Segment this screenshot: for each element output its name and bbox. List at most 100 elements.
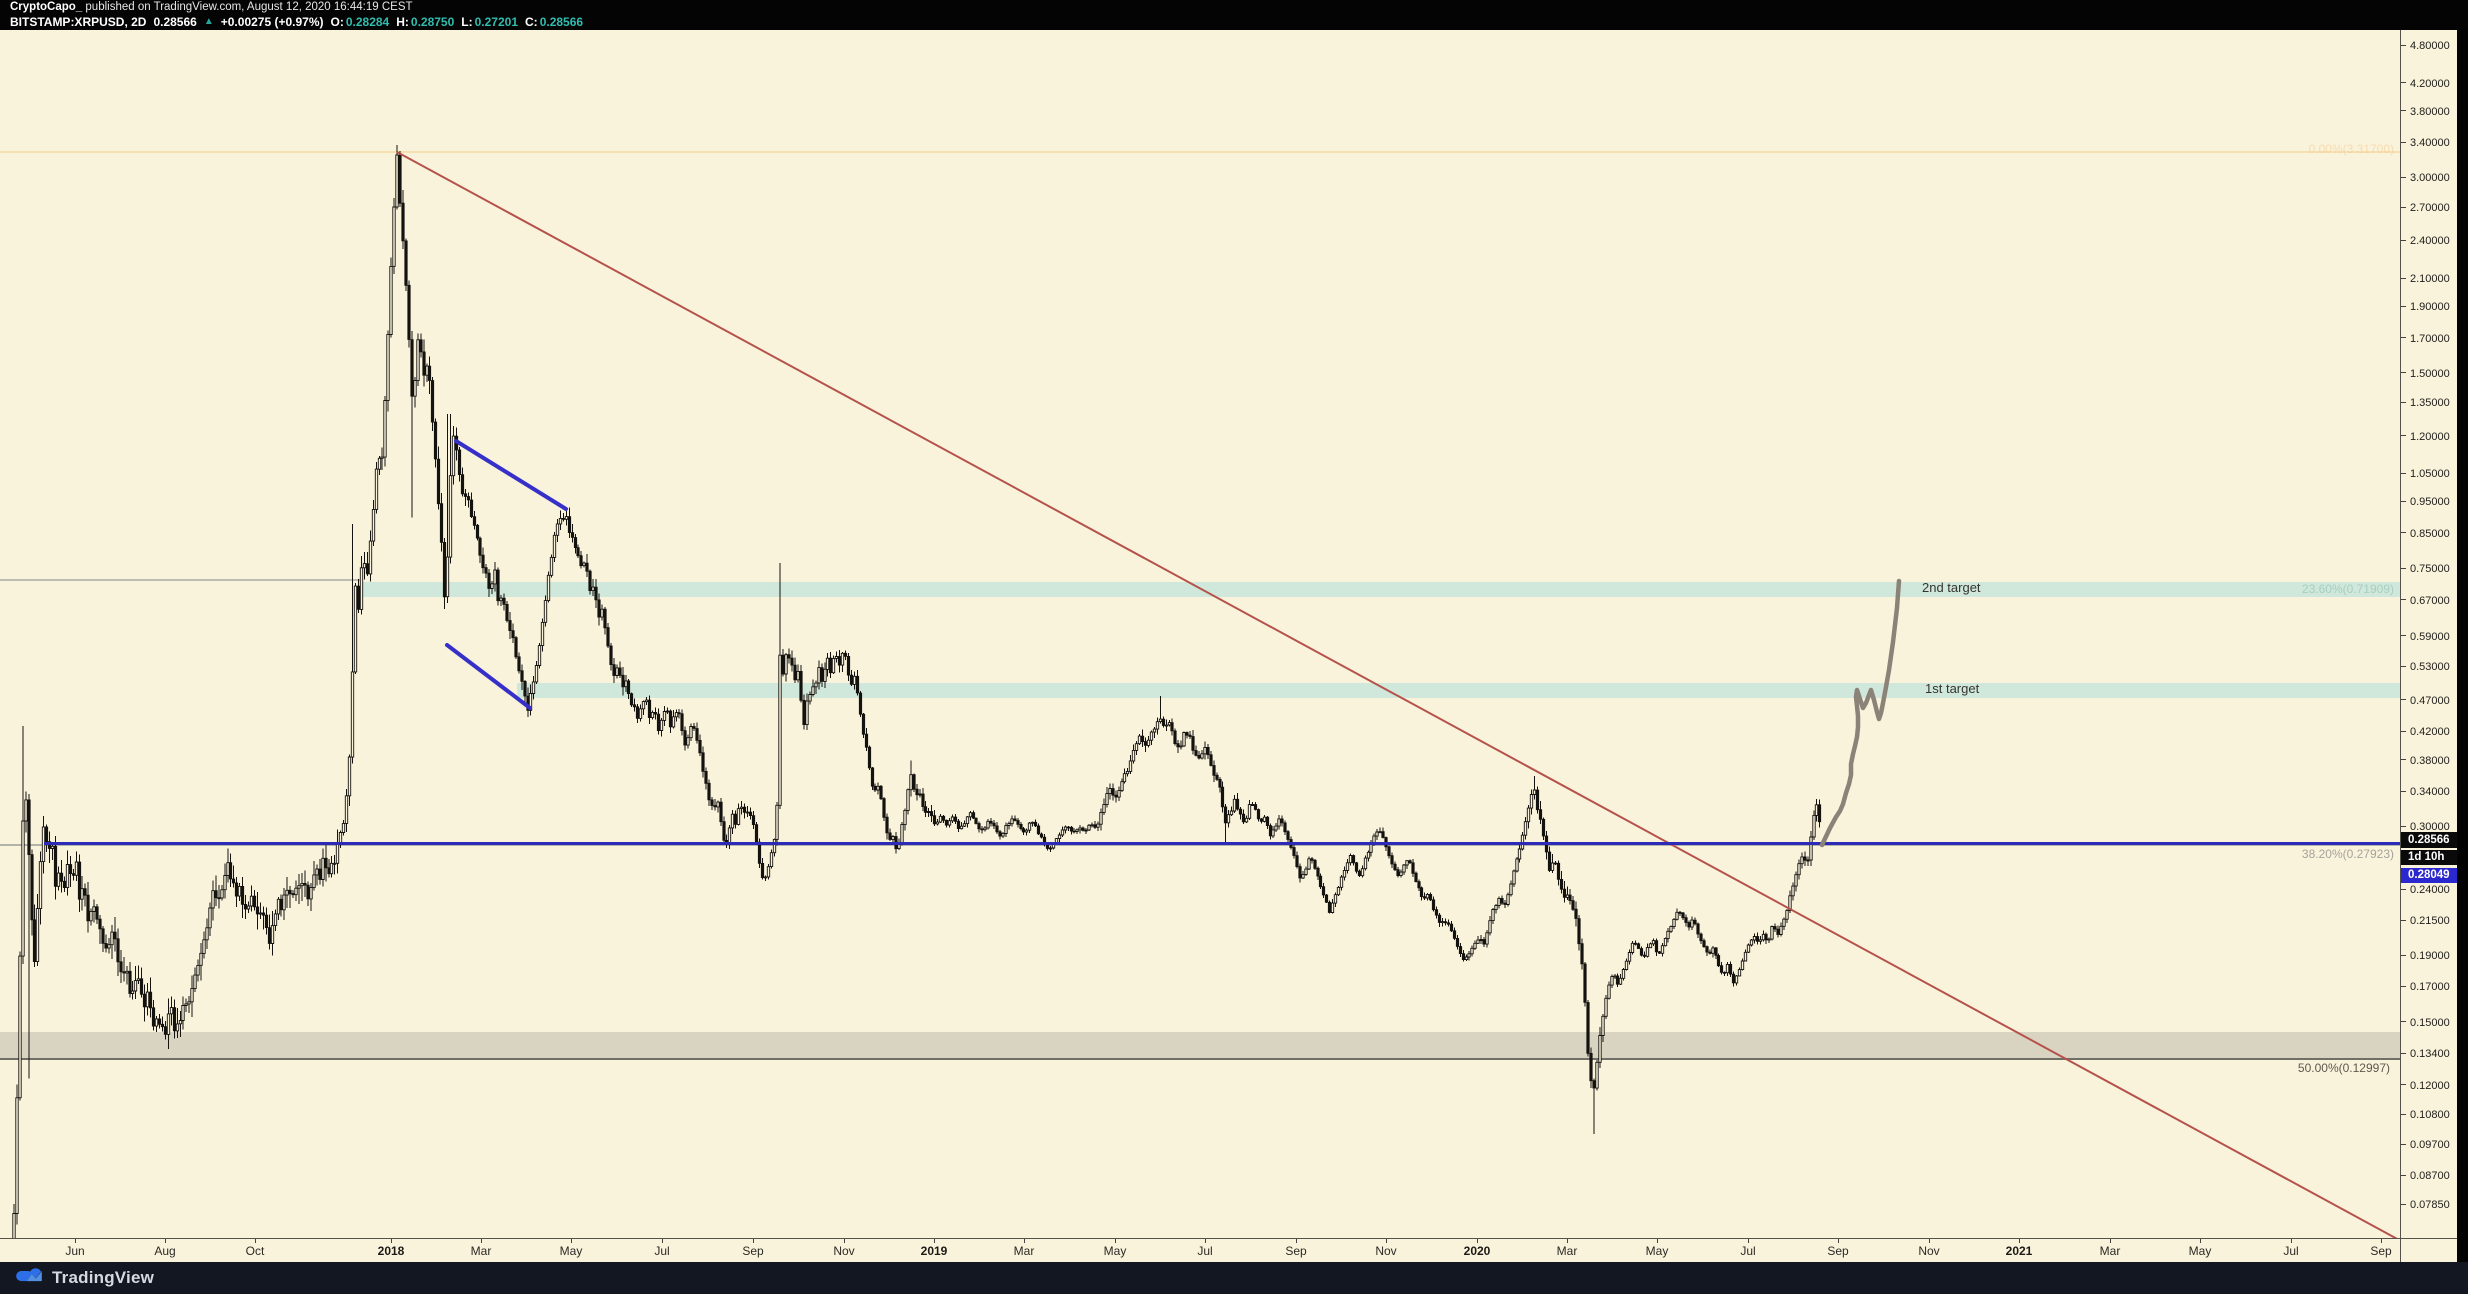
price-tick: 1.50000 xyxy=(2401,367,2450,381)
price-tick: 0.75000 xyxy=(2401,562,2450,576)
price-tick: 3.00000 xyxy=(2401,171,2450,185)
price-tick: 0.67000 xyxy=(2401,594,2450,608)
up-candle-bodies xyxy=(12,154,1819,1238)
price-axis[interactable]: 0.28566 1d 10h 0.28049 4.80000 4.20000 3.8… xyxy=(2400,30,2457,1262)
fib-236-label: 23.60%(0.71909) xyxy=(2301,582,2394,596)
brand-text[interactable]: TradingView xyxy=(52,1268,155,1287)
high-label: H: xyxy=(396,14,409,29)
time-tick: May xyxy=(1645,1244,1669,1258)
time-tick: 2021 xyxy=(2005,1244,2033,1258)
candle-wicks xyxy=(13,145,1820,1238)
price-tick: 0.24000 xyxy=(2401,883,2450,897)
price-tick: 1.05000 xyxy=(2401,467,2450,481)
fib-0-line[interactable] xyxy=(0,151,2400,153)
price-tick: 0.30000 xyxy=(2401,820,2450,834)
price-tick: 0.47000 xyxy=(2401,694,2450,708)
price-tick: 0.10800 xyxy=(2401,1108,2450,1122)
price-tick: 0.15000 xyxy=(2401,1016,2450,1030)
fib-0-label: 0.00%(3.31700) xyxy=(2308,142,2394,156)
up-arrow-icon: ▲ xyxy=(203,16,214,27)
low-value: 0.27201 xyxy=(474,14,519,29)
time-tick: Jul xyxy=(1197,1244,1213,1258)
target-zone-1[interactable] xyxy=(517,683,2400,698)
time-tick: Jul xyxy=(1740,1244,1756,1258)
price-tick: 0.34000 xyxy=(2401,785,2450,799)
price-tick: 0.19000 xyxy=(2401,949,2450,963)
time-tick-dash xyxy=(165,1239,166,1243)
fib-50-line[interactable] xyxy=(0,1058,2400,1060)
fib-50-label: 50.00%(0.12997) xyxy=(2297,1061,2390,1075)
time-tick: Aug xyxy=(154,1244,176,1258)
price-tick: 0.38000 xyxy=(2401,754,2450,768)
time-tick-dash xyxy=(662,1239,663,1243)
time-tick: Sep xyxy=(742,1244,764,1258)
descending-trendline[interactable] xyxy=(396,151,2400,1238)
time-tick-dash xyxy=(391,1239,392,1243)
time-tick: 2018 xyxy=(377,1244,405,1258)
price-tick: 3.40000 xyxy=(2401,136,2450,150)
price-tick: 2.40000 xyxy=(2401,234,2450,248)
time-tick: Mar xyxy=(470,1244,492,1258)
time-tick-dash xyxy=(2110,1239,2111,1243)
time-tick: 2019 xyxy=(920,1244,948,1258)
time-axis[interactable]: Jun Aug Oct 2018 Mar May Jul Sep Nov 2019 Mar May Ju… xyxy=(0,1238,2400,1263)
projected-path-drawing[interactable] xyxy=(1819,578,1902,848)
time-tick-dash xyxy=(2381,1239,2382,1243)
close-label: C: xyxy=(525,14,538,29)
price-tick: 0.21500 xyxy=(2401,914,2450,928)
chart-panel[interactable]: 0.00%(3.31700) 23.60%(0.71909) 38.20%(0.… xyxy=(0,30,2400,1238)
last-price: 0.28566 xyxy=(153,14,197,29)
time-tick: May xyxy=(2188,1244,2212,1258)
snapshot-header: CryptoCapo_ published on TradingView.com… xyxy=(0,0,2468,30)
symbol-title[interactable]: BITSTAMP:XRPUSD, 2D xyxy=(10,14,147,29)
time-tick: Jul xyxy=(654,1244,670,1258)
time-tick: Mar xyxy=(1556,1244,1578,1258)
price-tick: 0.42000 xyxy=(2401,725,2450,739)
time-tick: Nov xyxy=(833,1244,855,1258)
time-tick-dash xyxy=(844,1239,845,1243)
price-tick: 0.09700 xyxy=(2401,1138,2450,1152)
time-tick-dash xyxy=(2291,1239,2292,1243)
time-tick: Oct xyxy=(245,1244,265,1258)
support-zone-50pct[interactable] xyxy=(0,1032,2400,1058)
last-price-badge: 0.28566 xyxy=(2401,832,2457,848)
price-tick: 2.70000 xyxy=(2401,201,2450,215)
price-change: +0.00275 (+0.97%) xyxy=(220,14,324,29)
time-tick: Sep xyxy=(1285,1244,1307,1258)
time-tick: May xyxy=(1103,1244,1127,1258)
time-tick-dash xyxy=(934,1239,935,1243)
tradingview-logo-icon[interactable] xyxy=(14,1266,44,1290)
time-tick-dash xyxy=(481,1239,482,1243)
price-tick: 1.20000 xyxy=(2401,430,2450,444)
time-tick-dash xyxy=(571,1239,572,1243)
time-tick-dash xyxy=(2200,1239,2201,1243)
fib-236-line[interactable] xyxy=(0,579,363,581)
time-tick: May xyxy=(559,1244,583,1258)
second-target-label: 2nd target xyxy=(1922,580,1981,595)
time-tick: Mar xyxy=(1013,1244,1035,1258)
price-tick: 0.13400 xyxy=(2401,1047,2450,1061)
parallel-channel-line[interactable] xyxy=(454,439,568,511)
price-tick: 0.95000 xyxy=(2401,495,2450,509)
bar-countdown-badge: 1d 10h xyxy=(2401,850,2457,865)
price-tick: 0.53000 xyxy=(2401,660,2450,674)
time-tick-dash xyxy=(753,1239,754,1243)
first-target-label: 1st target xyxy=(1925,681,1980,696)
price-tick: 4.20000 xyxy=(2401,77,2450,91)
author-name: CryptoCapo_ xyxy=(10,1,83,13)
time-tick-dash xyxy=(75,1239,76,1243)
time-tick-dash xyxy=(1567,1239,1568,1243)
time-tick-dash xyxy=(1115,1239,1116,1243)
down-candle-bodies xyxy=(27,154,1822,1089)
time-tick-dash xyxy=(2019,1239,2020,1243)
byline: CryptoCapo_ published on TradingView.com… xyxy=(10,1,413,13)
parallel-channel-line[interactable] xyxy=(445,643,532,710)
time-tick-dash xyxy=(1205,1239,1206,1243)
time-tick: Mar xyxy=(2099,1244,2121,1258)
time-tick: Nov xyxy=(1375,1244,1397,1258)
open-label: O: xyxy=(330,14,344,29)
time-tick-dash xyxy=(1748,1239,1749,1243)
time-tick-dash xyxy=(1386,1239,1387,1243)
target-zone-2[interactable] xyxy=(363,582,2400,597)
